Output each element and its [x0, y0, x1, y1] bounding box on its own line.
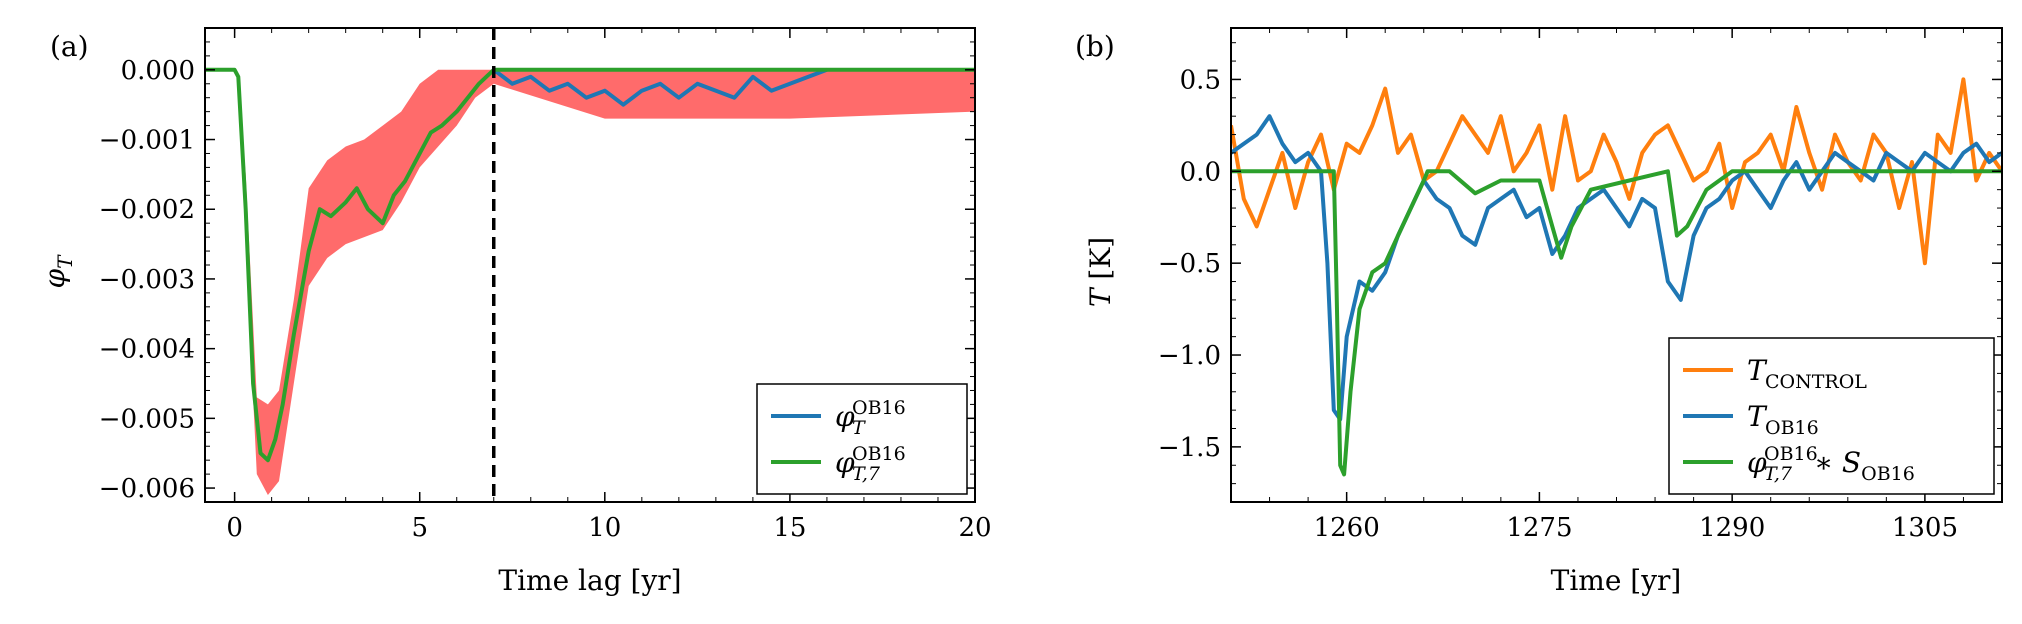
panel-a-legend-label-1: φOB16 T,7 — [835, 443, 906, 485]
panel-b-xtick-label: 1290 — [1699, 513, 1765, 543]
panel-b-ytick-label: −0.5 — [1158, 249, 1221, 279]
panel-b-ylabel: T [K] — [1084, 237, 1117, 307]
panel-b-xlabel: Time [yr] — [1551, 564, 1682, 597]
panel-a-xtick-label: 0 — [226, 513, 243, 543]
panel-a: (a) 0 5 10 15 20 0.000 −0.001 −0.002 −0.003 −0.00… — [38, 27, 992, 597]
panel-b-xtick-label: 1305 — [1892, 513, 1958, 543]
panel-a-legend-label-0: φOB16 T — [835, 397, 906, 439]
panel-a-xtick-label: 5 — [411, 513, 428, 543]
panel-b-ytick-label: −1.0 — [1158, 341, 1221, 371]
panel-a-legend-box — [756, 383, 968, 495]
panel-a-ylabel: φT — [38, 254, 77, 289]
panel-a-series-line-1 — [205, 67, 975, 463]
panel-b-xtick-label: 1260 — [1314, 513, 1380, 543]
panel-b-ytick-label: 0.0 — [1180, 157, 1221, 187]
panel-b-series-line-0 — [1231, 77, 2002, 266]
panel-a-ytick-label: −0.001 — [99, 126, 195, 156]
panel-b-label: (b) — [1075, 30, 1115, 63]
svg-text:φT: φT — [38, 254, 77, 289]
panel-a-ytick-label: −0.006 — [99, 474, 195, 504]
panel-a-xtick-label: 15 — [773, 513, 806, 543]
panel-a-label: (a) — [50, 30, 89, 63]
panel-b-series-line-1 — [1231, 114, 2002, 422]
panel-a-ytick-label: −0.003 — [99, 265, 195, 295]
panel-b-xtick-label: 1275 — [1506, 513, 1572, 543]
panel-b-ytick-label: 0.5 — [1180, 65, 1221, 95]
panel-b-series-line-2 — [1231, 169, 2002, 477]
svg-text:T [K]: T [K] — [1084, 237, 1117, 307]
panel-b-ytick-label: −1.5 — [1158, 433, 1221, 463]
panel-b-legend-label-1: TOB16 — [1747, 400, 1819, 439]
panel-a-xlabel: Time lag [yr] — [498, 564, 681, 597]
panel-a-xtick-label: 10 — [588, 513, 621, 543]
panel-a-ytick-label: −0.002 — [99, 195, 195, 225]
panel-a-ytick-label: −0.005 — [99, 404, 195, 434]
panel-b-legend-label-0: TCONTROL — [1747, 354, 1867, 393]
panel-a-ytick-label: −0.004 — [99, 335, 195, 365]
panel-b: (b) 1260 1275 1290 1305 0.5 0.0 −0.5 −1.0 −1.5 T… — [1075, 27, 2003, 597]
panel-b-legend-label-2: φOB16 T,7 ∗ SOB16 — [1747, 443, 1915, 485]
panel-a-uncertainty-band — [234, 69, 975, 495]
panel-a-series-line-0 — [492, 67, 828, 107]
panel-a-xtick-label: 20 — [958, 513, 991, 543]
panel-a-ytick-label: 0.000 — [121, 56, 195, 86]
